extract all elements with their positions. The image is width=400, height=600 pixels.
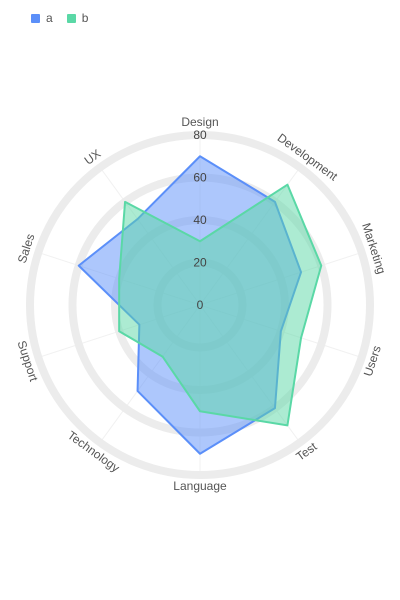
legend-label-b: b [81, 11, 89, 25]
chart-legend: a b [31, 11, 88, 25]
tick-label-80: 80 [193, 128, 207, 142]
legend-item-a[interactable]: a [31, 11, 53, 25]
radial-ticks: 0 20 40 60 80 [193, 128, 207, 312]
radar-series [77, 155, 323, 455]
series-area-b[interactable] [118, 183, 323, 427]
axis-label-language: Language [173, 479, 227, 493]
tick-label-0: 0 [197, 298, 204, 312]
legend-item-b[interactable]: b [66, 11, 89, 25]
tick-label-40: 40 [193, 213, 207, 227]
legend-swatch-a [31, 13, 40, 23]
tick-label-60: 60 [193, 171, 207, 185]
legend-label-a: a [46, 11, 53, 25]
axis-label-design: Design [181, 115, 218, 129]
legend-swatch-b [66, 13, 76, 23]
tick-label-20: 20 [193, 256, 207, 270]
radar-ring [26, 131, 374, 479]
